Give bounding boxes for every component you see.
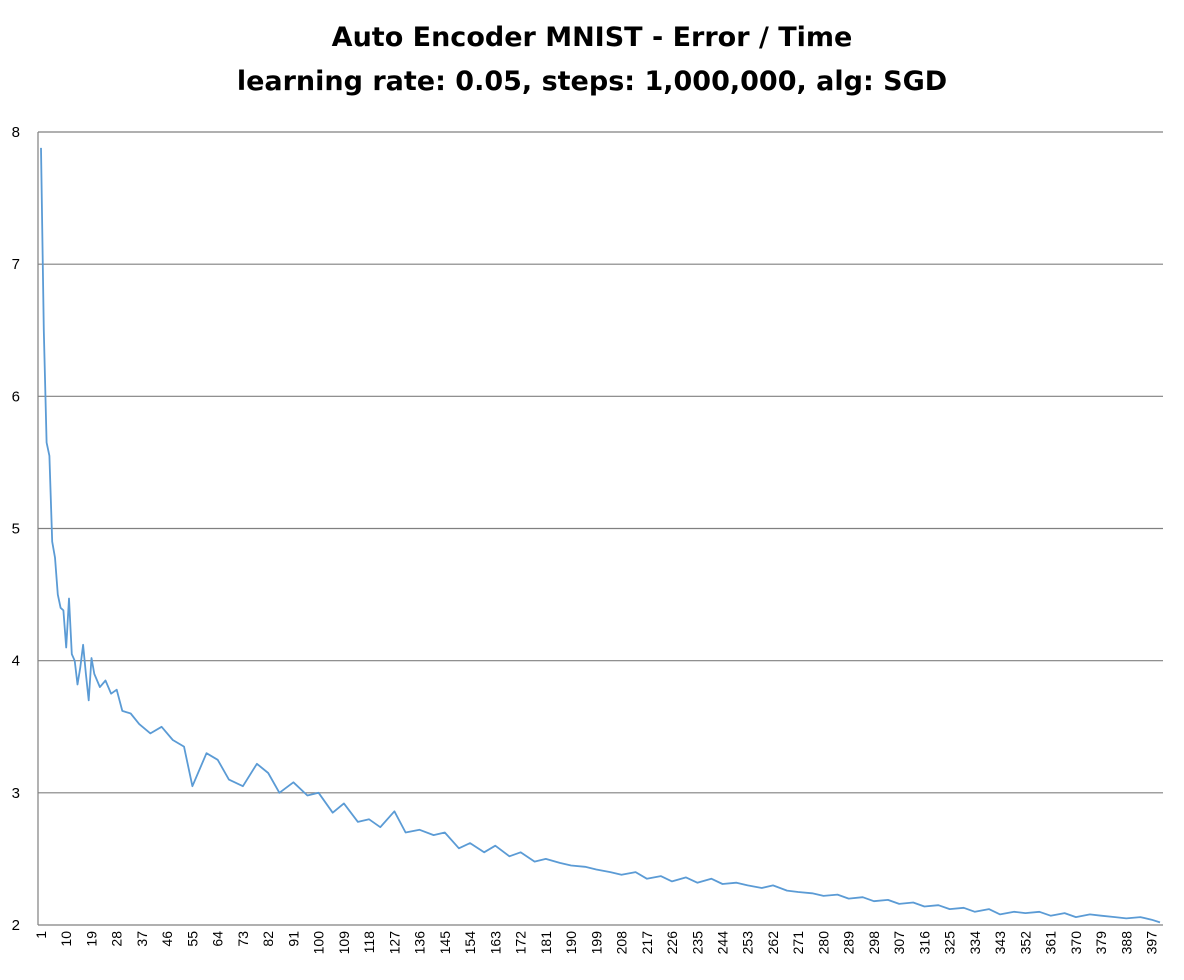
x-tick-label: 145 xyxy=(437,931,453,955)
x-tick-label: 163 xyxy=(487,931,503,955)
x-tick-label: 307 xyxy=(891,931,907,955)
x-tick-label: 199 xyxy=(588,931,604,955)
x-tick-label: 100 xyxy=(311,931,327,955)
x-tick-label: 46 xyxy=(159,931,175,947)
y-tick-label: 2 xyxy=(12,917,20,934)
x-tick-label: 181 xyxy=(538,931,554,955)
x-tick-label: 190 xyxy=(563,931,579,955)
y-tick-label: 6 xyxy=(12,388,20,405)
x-tick-label: 73 xyxy=(235,931,251,947)
x-tick-label: 235 xyxy=(689,931,705,955)
x-tick-label: 154 xyxy=(462,931,478,955)
x-tick-label: 352 xyxy=(1017,931,1033,955)
y-tick-label: 3 xyxy=(12,785,20,802)
x-tick-label: 217 xyxy=(639,931,655,955)
gridlines xyxy=(38,131,1163,926)
series-layer xyxy=(40,147,1161,924)
x-tick-label: 280 xyxy=(815,931,831,955)
chart-subtitle: learning rate: 0.05, steps: 1,000,000, a… xyxy=(236,66,948,97)
y-tick-label: 5 xyxy=(12,521,20,538)
y-axis-tick-labels: 2 3 4 5 6 7 8 xyxy=(12,124,20,934)
x-tick-label: 316 xyxy=(916,931,932,955)
series-line-0 xyxy=(40,147,1161,924)
x-tick-label: 109 xyxy=(336,931,352,955)
x-tick-label: 10 xyxy=(58,931,74,947)
x-tick-label: 136 xyxy=(412,931,428,955)
y-tick-label: 8 xyxy=(12,124,20,141)
x-tick-label: 55 xyxy=(184,931,200,947)
y-tick-label: 4 xyxy=(12,653,20,670)
x-tick-label: 118 xyxy=(361,931,377,954)
x-tick-label: 388 xyxy=(1118,931,1134,955)
x-tick-label: 1 xyxy=(33,931,49,939)
x-tick-label: 91 xyxy=(285,931,301,947)
x-tick-label: 334 xyxy=(967,931,983,955)
x-tick-label: 343 xyxy=(992,931,1008,955)
x-tick-label: 226 xyxy=(664,931,680,955)
x-tick-label: 37 xyxy=(134,931,150,947)
x-axis-tick-labels: 1 10 19 28 37 46 55 64 73 82 91 100 109 118 127 136 145 1… xyxy=(33,931,1160,955)
x-tick-label: 82 xyxy=(260,931,276,947)
x-tick-label: 208 xyxy=(614,931,630,955)
x-tick-label: 397 xyxy=(1144,931,1160,955)
x-tick-label: 244 xyxy=(714,931,730,955)
x-tick-label: 361 xyxy=(1043,931,1059,955)
y-tick-label: 7 xyxy=(12,256,20,273)
x-tick-label: 127 xyxy=(386,931,402,955)
x-tick-label: 253 xyxy=(740,931,756,955)
x-tick-label: 298 xyxy=(866,931,882,955)
x-tick-label: 289 xyxy=(841,931,857,955)
x-tick-label: 379 xyxy=(1093,931,1109,955)
x-tick-label: 325 xyxy=(942,931,958,955)
x-tick-label: 271 xyxy=(790,931,806,955)
x-tick-label: 172 xyxy=(513,931,529,955)
x-tick-label: 64 xyxy=(210,931,226,947)
x-tick-label: 19 xyxy=(83,931,99,947)
x-tick-label: 262 xyxy=(765,931,781,955)
x-tick-label: 28 xyxy=(109,931,125,947)
chart-title: Auto Encoder MNIST - Error / Time xyxy=(331,22,853,53)
x-tick-label: 370 xyxy=(1068,931,1084,955)
